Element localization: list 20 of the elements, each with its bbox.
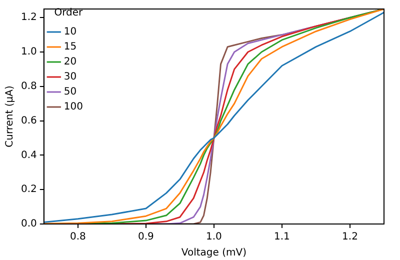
legend-label: 30 [64, 72, 77, 83]
x-tick-label: 0.9 [138, 232, 154, 243]
y-tick-label: 0.6 [20, 115, 37, 126]
x-tick-label: 1.0 [206, 232, 222, 243]
y-axis-title: Current (μA) [4, 86, 16, 148]
y-tick-label: 0.0 [20, 218, 37, 230]
legend-label: 20 [64, 56, 77, 68]
y-tick-label: 0.4 [20, 150, 37, 161]
y-tick-label: 1.0 [20, 46, 37, 58]
legend-label: 50 [64, 86, 77, 98]
x-axis-title: Voltage (mV) [181, 248, 247, 259]
x-tick-label: 0.8 [70, 232, 86, 243]
y-tick-label: 0.2 [20, 184, 37, 196]
legend-label: 15 [64, 42, 77, 53]
y-tick-label: 0.8 [20, 80, 37, 92]
x-tick-label: 1.1 [274, 232, 290, 243]
legend-label: 10 [64, 26, 77, 38]
x-tick-label: 1.2 [342, 232, 358, 243]
legend-label: 100 [64, 102, 83, 113]
y-tick-label: 1.2 [20, 12, 37, 24]
